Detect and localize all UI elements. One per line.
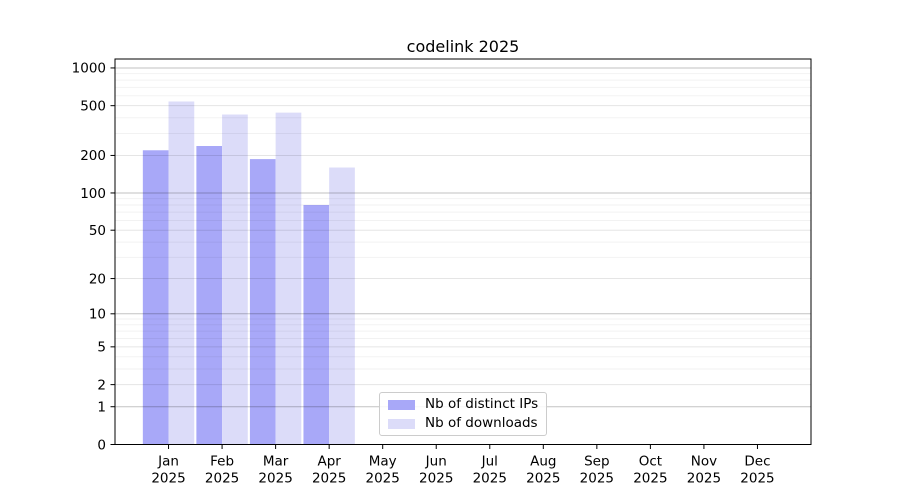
bar-jan-downloads [168, 101, 195, 445]
x-tick-label-year: 2025 [687, 471, 721, 487]
y-tick-label: 200 [80, 148, 106, 164]
x-tick-label-year: 2025 [473, 471, 507, 487]
y-tick-label: 1 [97, 400, 106, 416]
bar-feb-downloads [222, 114, 248, 445]
x-tick-label-month: Apr [317, 454, 341, 470]
bar-mar-distinct-ips [249, 159, 276, 445]
x-tick-label-month: Jul [481, 454, 498, 470]
legend-swatch-distinct-ips [388, 399, 415, 410]
y-tick-label: 50 [89, 223, 106, 239]
x-tick-label-month: May [369, 454, 397, 470]
x-tick-label-year: 2025 [258, 471, 292, 487]
x-tick-label-month: Nov [691, 454, 717, 470]
x-tick-label-year: 2025 [151, 471, 185, 487]
x-tick-label-year: 2025 [419, 471, 453, 487]
x-tick-label-month: Mar [263, 454, 289, 470]
x-tick-label-year: 2025 [633, 471, 667, 487]
y-tick-label: 10 [89, 307, 106, 323]
plot-frame [114, 58, 812, 445]
x-tick-label-month: Aug [530, 454, 556, 470]
legend-label-distinct-ips: Nb of distinct IPs [425, 396, 539, 412]
y-tick-label: 1000 [72, 61, 106, 77]
bar-mar-downloads [275, 112, 302, 445]
bar-feb-distinct-ips [196, 146, 223, 445]
y-tick-label: 5 [97, 340, 106, 356]
y-tick-label: 500 [80, 98, 106, 114]
bar-jan-distinct-ips [142, 150, 169, 445]
x-tick-label-year: 2025 [580, 471, 614, 487]
x-tick-label-year: 2025 [526, 471, 560, 487]
x-tick-label-month: Jan [157, 454, 179, 470]
legend-swatch-downloads [388, 418, 415, 429]
x-tick-label-month: Oct [639, 454, 662, 470]
x-tick-label-year: 2025 [366, 471, 400, 487]
y-tick-label: 100 [80, 186, 106, 202]
x-tick-label-month: Sep [584, 454, 609, 470]
x-tick-label-year: 2025 [740, 471, 774, 487]
legend-item-distinct-ips: Nb of distinct IPs [388, 396, 538, 413]
legend-item-downloads: Nb of downloads [388, 415, 538, 432]
x-tick-label-month: Jun [425, 454, 447, 470]
bar-apr-downloads [329, 167, 355, 445]
legend-label-downloads: Nb of downloads [425, 415, 538, 431]
bar-apr-distinct-ips [303, 204, 330, 445]
y-tick-label: 2 [97, 377, 106, 393]
x-tick-label-month: Feb [210, 454, 234, 470]
chart-title: codelink 2025 [406, 37, 520, 56]
y-tick-label: 20 [89, 271, 106, 287]
legend: Nb of distinct IPs Nb of downloads [379, 392, 548, 436]
x-tick-label-year: 2025 [205, 471, 239, 487]
x-tick-label-month: Dec [744, 454, 770, 470]
x-tick-label-year: 2025 [312, 471, 346, 487]
y-tick-label: 0 [97, 437, 106, 453]
